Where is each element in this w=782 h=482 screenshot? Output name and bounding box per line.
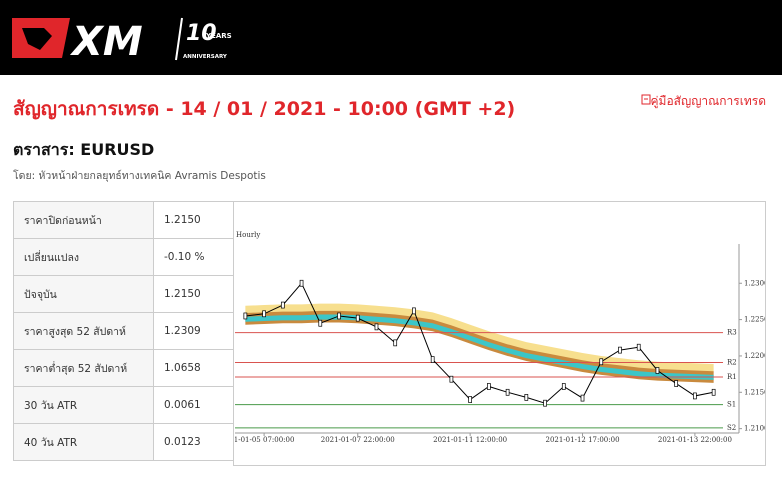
level-label: R3: [727, 329, 737, 337]
price-point: [449, 375, 454, 383]
chart-subtitle: Hourly: [236, 231, 260, 239]
level-label: S2: [727, 424, 736, 432]
badge-sub: YEARS: [205, 32, 232, 40]
price-point: [636, 343, 641, 351]
price-point: [693, 392, 697, 400]
logo-text: XM: [69, 19, 143, 65]
price-point: [543, 399, 547, 407]
cell-value: 1.2309: [153, 312, 234, 350]
band: [245, 314, 714, 380]
cell-value: -0.10 %: [153, 238, 234, 276]
cell-value: 1.0658: [153, 349, 234, 387]
table-row: ราคาสูงสุด 52 สัปดาห์ 1.2309: [13, 312, 234, 350]
price-point: [655, 367, 660, 374]
price-point: [243, 312, 248, 320]
stats-table: ราคาปิดก่อนหน้า 1.2150 เปลี่ยนแปลง -0.10 % ป…: [13, 201, 234, 461]
x-tick-label: 2021-01-13 22:00:00: [658, 436, 732, 444]
logo: XM 10 YEARS ANNIVERSARY: [12, 17, 232, 65]
price-point: [599, 358, 604, 366]
price-point: [580, 394, 585, 402]
price-point: [318, 319, 323, 327]
instrument: ตราสาร: EURUSD: [13, 140, 155, 159]
price-point: [337, 312, 341, 320]
price-point: [674, 380, 679, 387]
band: [245, 303, 714, 373]
x-tick-label: 2021-01-11 12:00:00: [433, 436, 507, 444]
price-point: [430, 356, 435, 363]
y-tick-label: 1.2100: [744, 425, 766, 433]
cell-value: 1.2150: [153, 275, 234, 313]
price-point: [468, 396, 472, 403]
chart: Hourly 1.2300 1.2250 1.2200 1.2150 1.2100 1-0…: [233, 201, 766, 466]
table-row: 40 วัน ATR 0.0123: [13, 423, 234, 461]
header: XM 10 YEARS ANNIVERSARY: [0, 0, 782, 75]
cell-label: 40 วัน ATR: [13, 423, 154, 461]
table-row: เปลี่ยนแปลง -0.10 %: [13, 238, 234, 276]
badge-caption: ANNIVERSARY: [183, 54, 228, 60]
x-tick-label: 2021-01-07 22:00:00: [321, 436, 395, 444]
cell-value: 1.2150: [153, 201, 234, 239]
y-tick-label: 1.2250: [744, 316, 766, 324]
price-point: [412, 307, 416, 315]
author: โดย: หัวหน้าฝ่ายกลยุทธ์ทางเทคนิค Avramis…: [13, 170, 266, 182]
guide-link[interactable]: คู่มือสัญญาณการเทรด: [641, 92, 767, 111]
price-point: [524, 394, 529, 401]
level-label: R2: [727, 358, 737, 366]
cell-value: 0.0123: [153, 423, 234, 461]
price-point: [374, 323, 379, 331]
level-label: S1: [727, 401, 736, 409]
cell-label: เปลี่ยนแปลง: [13, 238, 154, 276]
price-point: [355, 314, 360, 322]
table-row: 30 วัน ATR 0.0061: [13, 386, 234, 424]
y-tick-label: 1.2150: [744, 388, 766, 396]
y-tick-label: 1.2200: [744, 352, 766, 360]
level-label: R1: [727, 373, 737, 381]
y-tick-label: 1.2300: [744, 279, 766, 287]
badge: 10: [186, 21, 217, 46]
table-row: ราคาต่ำสุด 52 สัปดาห์ 1.0658: [13, 349, 234, 387]
x-tick-label: 2021-01-12 17:00:00: [546, 436, 620, 444]
price-point: [262, 310, 266, 318]
pdf-icon: [641, 94, 650, 105]
cell-label: ปัจจุบัน: [13, 275, 154, 313]
price-point: [711, 388, 716, 396]
cell-label: ราคาสูงสุด 52 สัปดาห์: [13, 312, 154, 350]
price-point: [561, 383, 566, 390]
page-title: สัญญาณการเทรด - 14 / 01 / 2021 - 10:00 (…: [13, 98, 516, 120]
cell-label: ราคาปิดก่อนหน้า: [13, 201, 154, 239]
guide-link-text[interactable]: คู่มือสัญญาณการเทรด: [650, 94, 767, 108]
cell-label: ราคาต่ำสุด 52 สัปดาห์: [13, 349, 154, 387]
price-point: [299, 279, 304, 287]
x-tick-label: 1-01-05 07:00:00: [234, 436, 295, 444]
price-line: [245, 282, 714, 404]
table-row: ปัจจุบัน 1.2150: [13, 275, 234, 313]
price-point: [487, 383, 491, 390]
price-point: [393, 339, 398, 347]
price-point: [280, 301, 285, 309]
cell-label: 30 วัน ATR: [13, 386, 154, 424]
price-point: [618, 346, 622, 354]
table-row: ราคาปิดก่อนหน้า 1.2150: [13, 201, 234, 239]
cell-value: 0.0061: [153, 386, 234, 424]
price-point: [505, 388, 510, 396]
